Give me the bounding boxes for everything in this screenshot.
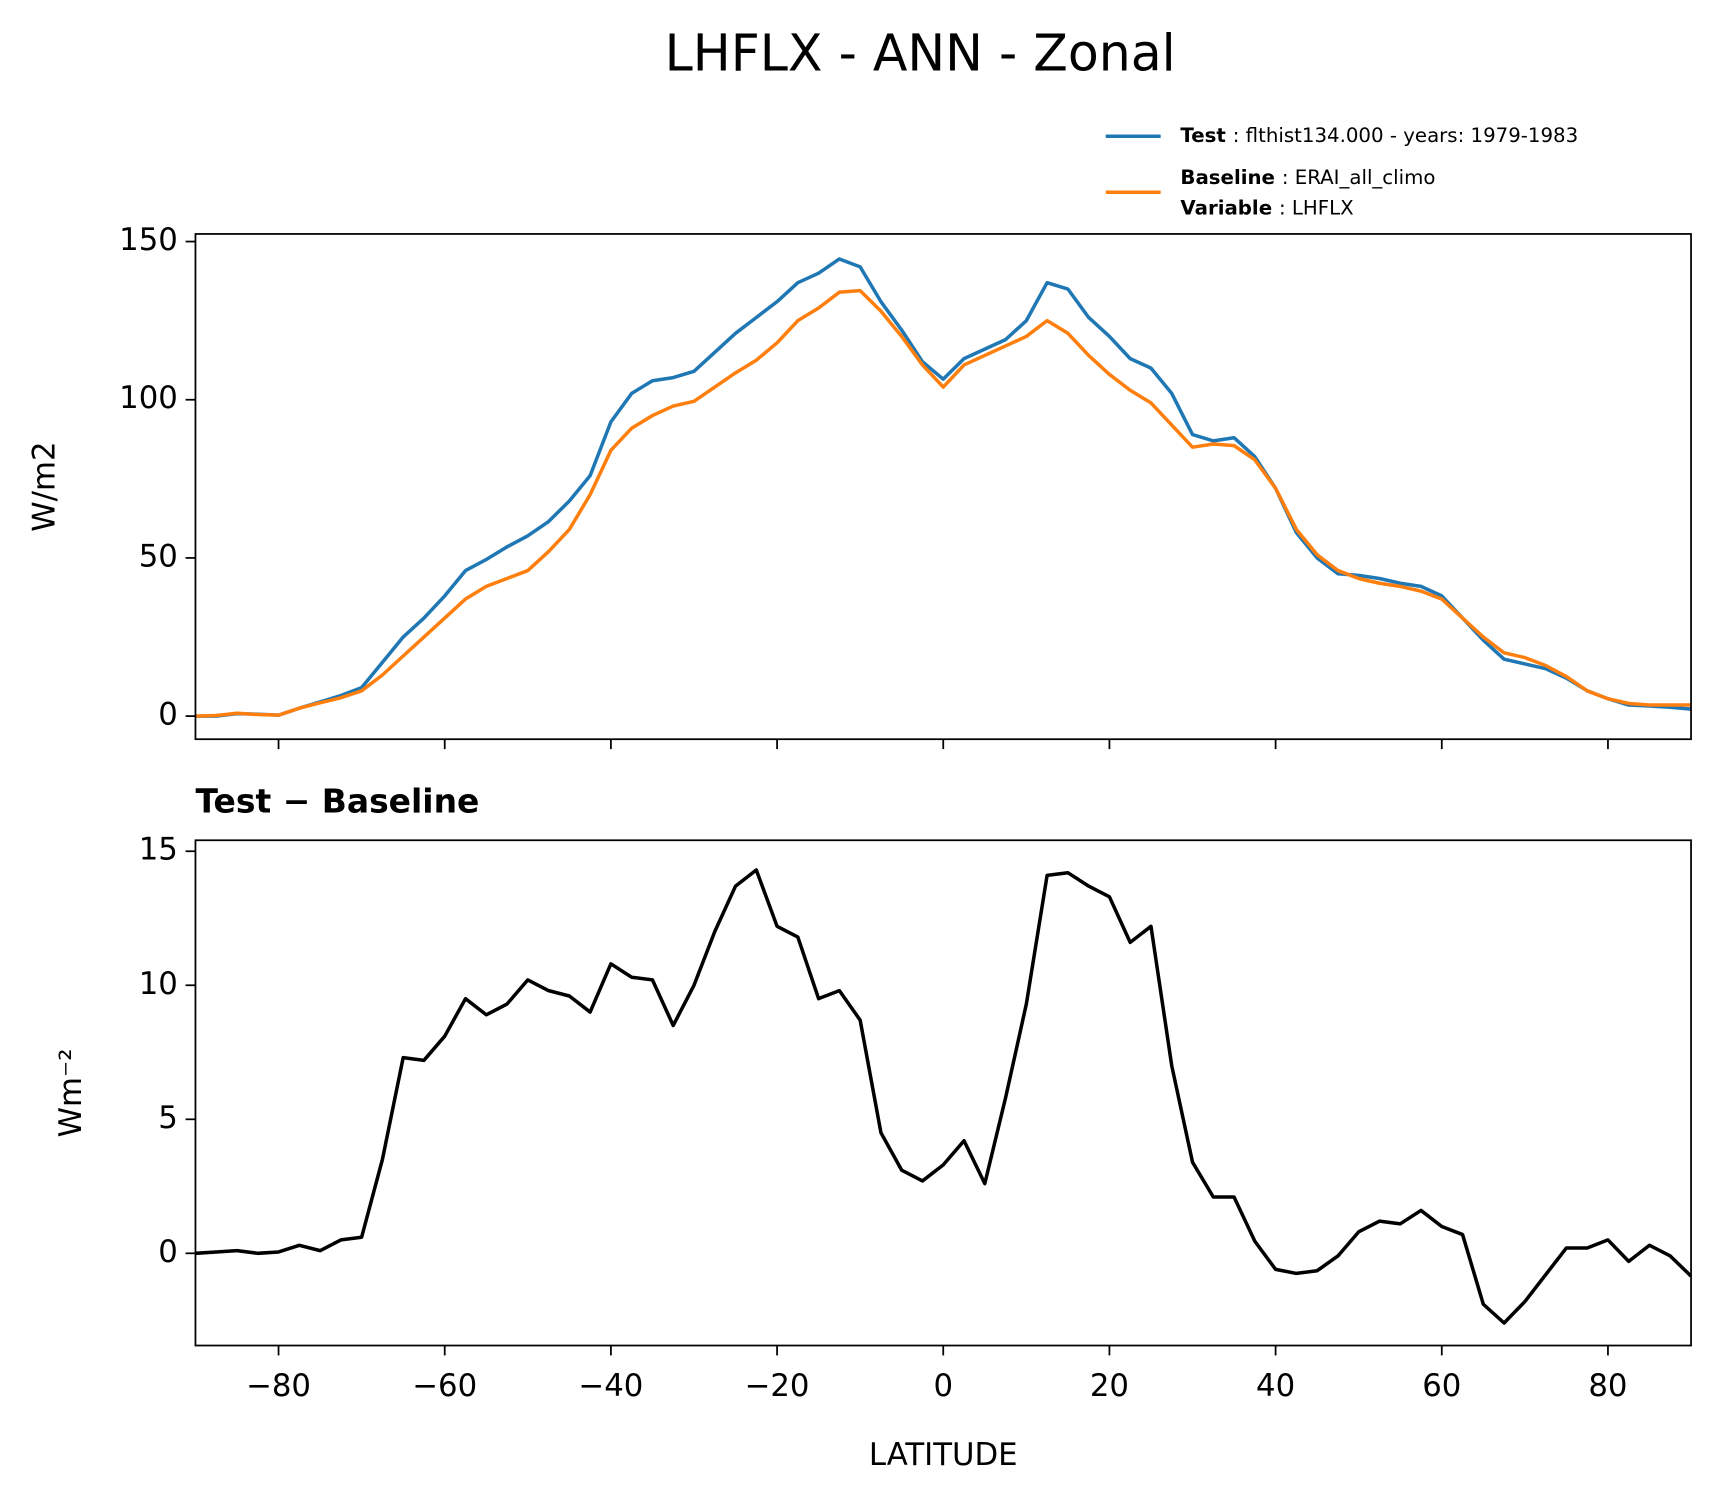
panel-title: Test − Baseline: [195, 781, 479, 820]
figure-title: LHFLX - ANN - Zonal: [665, 24, 1176, 83]
x-tick-label: −80: [246, 1368, 311, 1404]
y-axis-label: W/m2: [27, 441, 63, 531]
legend-text: : ERAI_all_climo: [1282, 165, 1436, 188]
x-tick-label: −40: [578, 1368, 643, 1404]
data-line: [195, 257, 1692, 718]
x-tick-label: −60: [412, 1368, 477, 1404]
x-tick-label: 80: [1588, 1368, 1627, 1404]
legend-text: : LHFLX: [1279, 196, 1354, 219]
y-tick-label: 0: [158, 1234, 178, 1270]
legend-key: Variable: [1180, 196, 1279, 219]
plot-frame: [194, 233, 1692, 741]
y-tick-label: 15: [139, 832, 178, 868]
x-tick-label: 20: [1090, 1368, 1129, 1404]
y-tick-label: 50: [139, 538, 178, 574]
legend-text: : flthist134.000 - years: 1979-1983: [1233, 124, 1578, 147]
plot-frame: [194, 839, 1692, 1347]
y-tick-label: 100: [119, 380, 178, 416]
legend-label: Baseline : ERAI_all_climo: [1180, 165, 1435, 188]
legend-key: Test: [1180, 124, 1232, 147]
data-line: [195, 288, 1692, 718]
y-axis-label: Wm⁻²: [53, 1048, 89, 1137]
legend-key: Baseline: [1180, 165, 1281, 188]
x-tick-label: 60: [1422, 1368, 1461, 1404]
legend-label: Test : flthist134.000 - years: 1979-1983: [1180, 124, 1578, 147]
y-tick-label: 0: [158, 697, 178, 733]
y-tick-label: 10: [139, 966, 178, 1002]
x-tick-label: 0: [933, 1368, 953, 1404]
legend-label: Variable : LHFLX: [1180, 196, 1353, 219]
data-line: [195, 868, 1692, 1325]
x-tick-label: 40: [1256, 1368, 1295, 1404]
x-axis-label: LATITUDE: [869, 1437, 1018, 1473]
x-tick-label: −20: [745, 1368, 810, 1404]
y-tick-label: 5: [158, 1100, 178, 1136]
y-tick-label: 150: [119, 222, 178, 258]
